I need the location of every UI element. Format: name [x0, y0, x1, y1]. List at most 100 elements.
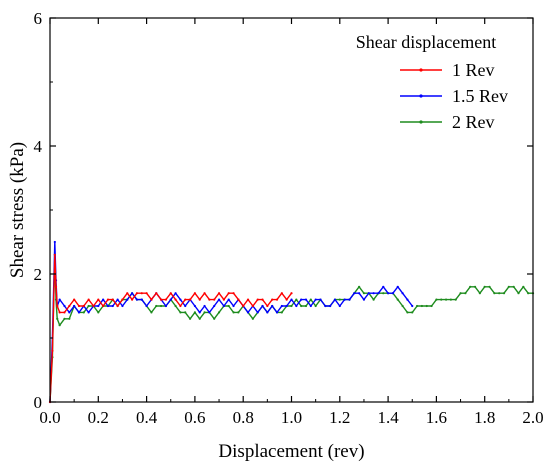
data-point: [358, 292, 361, 295]
data-point: [343, 298, 346, 301]
legend-item: 1 Rev: [400, 60, 495, 80]
data-point: [193, 311, 196, 314]
data-point: [290, 292, 293, 295]
data-point: [261, 304, 264, 308]
data-point: [493, 292, 496, 295]
x-tick-label: 0.8: [233, 408, 254, 427]
data-point: [333, 298, 337, 301]
data-point: [217, 292, 221, 295]
series-1-rev: [48, 253, 293, 404]
data-point: [174, 298, 177, 301]
legend-item: 1.5 Rev: [400, 86, 508, 106]
data-point: [372, 298, 375, 301]
data-point: [102, 298, 105, 301]
data-point: [150, 298, 153, 301]
data-point: [121, 304, 124, 308]
data-point: [164, 298, 168, 301]
data-point: [174, 292, 177, 295]
legend-marker: [419, 94, 423, 98]
data-point: [425, 304, 428, 308]
data-point: [63, 304, 66, 308]
legend-marker: [419, 120, 423, 124]
data-point: [111, 298, 114, 301]
data-point: [145, 304, 148, 308]
x-tick-label: 1.4: [377, 408, 399, 427]
data-point: [304, 298, 308, 301]
data-point: [227, 292, 230, 295]
data-point: [56, 317, 59, 320]
data-point: [198, 298, 201, 301]
data-point: [68, 317, 71, 320]
data-point: [131, 292, 134, 295]
data-point: [56, 304, 59, 308]
data-point: [396, 285, 399, 288]
axis-ticks-group: 0.0 0.2 0.4 0.6 0.8 1.0 1.2 1.4 1.6 1.8 2.0 0 2 4 6: [34, 9, 544, 427]
data-point: [135, 298, 139, 301]
data-point: [53, 240, 56, 244]
data-point: [58, 324, 61, 327]
legend: Shear displacement 1 Rev 1.5 Rev 2 Rev: [356, 32, 508, 132]
data-point: [444, 298, 448, 301]
data-point: [256, 298, 259, 301]
y-tick-label: 6: [34, 9, 43, 28]
data-point: [440, 298, 443, 301]
data-point: [396, 298, 399, 301]
data-point: [251, 317, 254, 320]
legend-marker: [419, 68, 423, 72]
data-point: [82, 311, 85, 314]
data-point: [126, 298, 129, 301]
data-point: [522, 285, 525, 288]
data-point: [237, 311, 240, 314]
data-point: [362, 298, 366, 301]
series-line: [49, 254, 293, 403]
data-point: [478, 292, 481, 295]
data-point: [280, 292, 283, 295]
data-point: [271, 304, 274, 308]
data-point: [314, 298, 317, 301]
data-point: [483, 285, 486, 288]
data-point: [309, 304, 312, 308]
data-point: [188, 298, 192, 301]
data-point: [140, 292, 143, 295]
data-point: [362, 292, 366, 295]
data-point: [295, 304, 298, 308]
data-point: [213, 304, 216, 308]
data-point: [217, 298, 221, 301]
data-point: [304, 304, 308, 308]
data-point: [498, 292, 501, 295]
data-point: [275, 311, 279, 314]
data-point: [179, 298, 182, 301]
x-axis-title: Displacement (rev): [218, 441, 364, 462]
data-point: [251, 304, 254, 308]
data-point: [309, 298, 312, 301]
data-point: [488, 285, 491, 288]
data-point: [222, 298, 225, 301]
data-point: [126, 292, 129, 295]
data-point: [246, 298, 250, 301]
data-point: [131, 298, 134, 301]
data-point: [353, 292, 356, 295]
data-point: [290, 304, 293, 308]
data-point: [338, 298, 341, 301]
series-2-rev: [48, 253, 535, 404]
data-point: [150, 311, 153, 314]
data-point: [135, 292, 139, 295]
data-point: [121, 298, 124, 301]
data-point: [512, 285, 515, 288]
data-point: [280, 304, 283, 308]
data-point: [502, 292, 506, 295]
data-point: [174, 304, 177, 308]
data-point: [411, 311, 414, 314]
data-point: [358, 285, 361, 288]
x-tick-label: 2.0: [522, 408, 543, 427]
data-point: [242, 304, 245, 308]
data-point: [406, 311, 409, 314]
data-point: [372, 292, 375, 295]
data-point: [449, 298, 452, 301]
data-point: [208, 311, 211, 314]
x-tick-label: 0.0: [39, 408, 60, 427]
data-point: [266, 311, 269, 314]
data-point: [198, 317, 201, 320]
data-point: [415, 304, 419, 308]
data-point: [256, 311, 259, 314]
